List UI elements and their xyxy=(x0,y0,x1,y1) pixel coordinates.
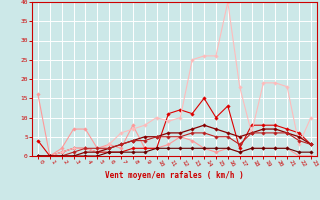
X-axis label: Vent moyen/en rafales ( km/h ): Vent moyen/en rafales ( km/h ) xyxy=(105,171,244,180)
